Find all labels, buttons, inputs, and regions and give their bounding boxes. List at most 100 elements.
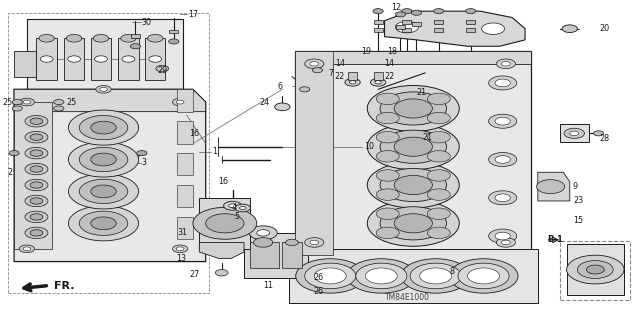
Circle shape [68,142,139,177]
Circle shape [310,62,319,66]
Polygon shape [295,51,531,255]
Circle shape [376,170,399,181]
Circle shape [466,9,476,14]
Text: 6: 6 [277,82,282,91]
Bar [560,241,630,300]
Circle shape [501,62,510,66]
Circle shape [380,130,447,163]
Text: 7: 7 [328,69,333,78]
Text: 17: 17 [188,10,198,19]
Bar [435,20,444,24]
Circle shape [148,34,163,42]
Text: 12: 12 [391,4,401,12]
Text: 29: 29 [158,66,168,75]
Bar [374,20,383,24]
Polygon shape [91,38,111,80]
Circle shape [39,34,54,42]
Text: 1: 1 [212,147,217,156]
Circle shape [257,230,269,236]
Circle shape [25,163,48,175]
Circle shape [376,93,399,105]
Circle shape [205,214,244,233]
Text: FR.: FR. [54,280,74,291]
Circle shape [91,121,116,134]
Circle shape [376,208,399,219]
Circle shape [367,162,460,208]
Circle shape [235,204,250,212]
Bar [177,89,193,112]
Circle shape [25,195,48,207]
Circle shape [380,168,447,202]
Polygon shape [295,51,531,64]
Circle shape [373,9,383,14]
Polygon shape [566,244,624,295]
Circle shape [570,131,579,136]
Circle shape [428,131,451,143]
Circle shape [428,208,451,219]
Circle shape [371,78,386,86]
Circle shape [176,100,184,104]
Circle shape [249,226,277,240]
Circle shape [91,153,116,166]
Bar [8,13,209,293]
Circle shape [305,263,356,289]
Circle shape [376,112,399,124]
Circle shape [428,227,451,239]
Circle shape [488,191,516,205]
Circle shape [300,87,310,92]
Text: 14: 14 [335,59,345,68]
Circle shape [577,261,613,278]
Text: 16: 16 [218,177,228,186]
Polygon shape [199,198,250,249]
Text: 21: 21 [423,133,433,142]
Circle shape [25,227,48,239]
Circle shape [285,239,298,246]
Text: 10: 10 [364,142,374,151]
Bar [170,30,178,33]
Polygon shape [295,51,333,255]
Circle shape [428,151,451,162]
Circle shape [496,238,515,247]
Circle shape [193,207,257,239]
Circle shape [376,131,399,143]
Circle shape [488,152,516,167]
Bar [177,121,193,144]
Circle shape [79,115,128,140]
Circle shape [347,259,416,293]
Circle shape [394,214,433,233]
Polygon shape [199,242,244,258]
Text: 25: 25 [3,98,13,107]
Circle shape [228,204,236,208]
Circle shape [25,211,48,223]
Circle shape [376,227,399,239]
Polygon shape [289,249,538,303]
Bar [412,22,421,26]
Circle shape [131,44,141,49]
Bar [560,124,589,142]
Circle shape [428,170,451,181]
Circle shape [402,9,412,14]
Circle shape [376,189,399,200]
Circle shape [30,118,43,124]
Circle shape [434,9,444,14]
Circle shape [296,259,365,293]
Circle shape [100,87,108,91]
Circle shape [367,85,460,131]
Polygon shape [14,89,205,112]
Text: 23: 23 [573,197,583,205]
Circle shape [68,56,81,62]
Circle shape [223,201,241,210]
Bar [177,153,193,175]
Polygon shape [282,242,301,268]
Circle shape [312,68,323,73]
Text: 22: 22 [335,72,345,81]
Circle shape [215,270,228,276]
Circle shape [25,179,48,191]
Circle shape [396,21,419,33]
Circle shape [19,98,35,106]
Text: 16: 16 [189,130,199,138]
Circle shape [30,150,43,156]
Circle shape [79,211,128,235]
Circle shape [314,268,346,284]
Circle shape [488,114,516,128]
